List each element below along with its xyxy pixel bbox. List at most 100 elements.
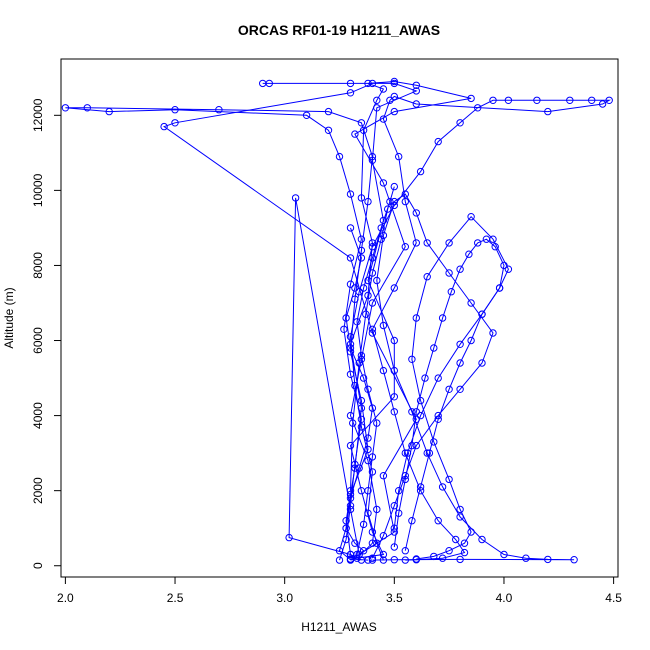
data-point bbox=[390, 336, 398, 345]
data-point bbox=[456, 340, 464, 348]
data-point bbox=[588, 96, 596, 105]
data-point bbox=[61, 104, 70, 112]
x-tick-label: 3.5 bbox=[386, 591, 403, 605]
data-point bbox=[171, 119, 179, 127]
x-tick-label: 4.5 bbox=[605, 591, 622, 605]
data-point bbox=[359, 374, 368, 382]
data-point bbox=[467, 528, 475, 536]
data-point bbox=[355, 359, 363, 367]
data-point bbox=[412, 87, 420, 95]
data-point bbox=[423, 273, 431, 281]
data-point bbox=[390, 284, 398, 292]
data-point bbox=[598, 100, 607, 108]
data-point bbox=[364, 456, 372, 465]
plot-frame bbox=[60, 58, 619, 578]
data-point bbox=[342, 314, 350, 322]
data-point bbox=[467, 213, 475, 221]
data-point bbox=[504, 265, 513, 273]
y-tick-label: 0 bbox=[31, 562, 45, 569]
data-point bbox=[425, 449, 434, 457]
data-point bbox=[377, 224, 385, 232]
data-point bbox=[346, 505, 355, 514]
data-point bbox=[522, 554, 530, 562]
data-point bbox=[447, 288, 455, 296]
y-axis-label: Altitude (m) bbox=[2, 287, 16, 348]
y-tick-label: 2000 bbox=[31, 477, 45, 504]
x-tick-label: 3.0 bbox=[276, 591, 293, 605]
data-point bbox=[430, 552, 438, 561]
data-point bbox=[364, 487, 372, 495]
data-point bbox=[342, 535, 350, 544]
data-point bbox=[368, 468, 377, 476]
data-point bbox=[491, 243, 499, 251]
data-point bbox=[390, 556, 398, 564]
data-point bbox=[335, 556, 344, 564]
data-point bbox=[416, 396, 425, 405]
data-point bbox=[353, 318, 361, 326]
data-point bbox=[412, 314, 420, 322]
data-point bbox=[430, 344, 438, 352]
data-point bbox=[478, 359, 486, 367]
x-tick-label: 2.0 bbox=[57, 591, 74, 605]
data-point bbox=[467, 336, 475, 345]
data-point bbox=[324, 107, 333, 116]
data-point bbox=[390, 77, 398, 86]
data-point bbox=[412, 239, 420, 247]
data-point bbox=[403, 449, 412, 457]
data-point bbox=[390, 543, 398, 551]
data-point bbox=[390, 393, 398, 401]
data-point bbox=[368, 299, 377, 307]
data-point bbox=[478, 535, 486, 544]
data-point bbox=[467, 299, 475, 307]
data-point bbox=[456, 555, 464, 564]
data-point bbox=[423, 449, 431, 457]
data-point bbox=[544, 555, 552, 564]
data-point bbox=[401, 190, 409, 198]
data-point bbox=[434, 415, 442, 423]
data-point bbox=[390, 408, 398, 416]
data-point bbox=[351, 284, 359, 292]
data-point bbox=[346, 190, 355, 198]
data-point bbox=[324, 126, 333, 135]
data-point bbox=[379, 85, 388, 93]
data-point bbox=[408, 408, 416, 416]
data-point bbox=[408, 355, 416, 363]
data-point bbox=[346, 333, 355, 341]
data-point bbox=[401, 547, 409, 555]
x-tick-label: 4.0 bbox=[496, 591, 513, 605]
data-point bbox=[368, 556, 377, 564]
data-point bbox=[430, 438, 438, 446]
data-point bbox=[412, 209, 420, 217]
series-line bbox=[350, 186, 395, 555]
data-point bbox=[373, 505, 381, 514]
data-point bbox=[364, 434, 372, 442]
data-point bbox=[390, 197, 398, 206]
data-point bbox=[533, 96, 541, 105]
data-point bbox=[395, 487, 403, 495]
data-point bbox=[373, 276, 381, 285]
series-line bbox=[349, 95, 612, 561]
data-point bbox=[160, 122, 168, 131]
data-point bbox=[368, 539, 377, 547]
data-point bbox=[452, 535, 460, 544]
data-point bbox=[368, 254, 377, 262]
data-point bbox=[390, 502, 398, 510]
data-point bbox=[500, 550, 508, 559]
y-tick-label: 4000 bbox=[31, 402, 45, 429]
data-point bbox=[395, 152, 403, 161]
data-point bbox=[384, 205, 392, 213]
data-point bbox=[500, 261, 508, 270]
data-point bbox=[445, 269, 453, 277]
data-point bbox=[386, 96, 394, 105]
data-point bbox=[265, 79, 273, 88]
data-point bbox=[346, 370, 355, 378]
data-point bbox=[482, 235, 491, 243]
data-point bbox=[434, 517, 442, 525]
data-point bbox=[351, 130, 359, 138]
data-point bbox=[171, 106, 179, 114]
data-point bbox=[359, 520, 368, 529]
data-point bbox=[438, 314, 447, 322]
data-point bbox=[379, 532, 388, 540]
data-point bbox=[373, 104, 381, 112]
data-point bbox=[342, 517, 350, 525]
